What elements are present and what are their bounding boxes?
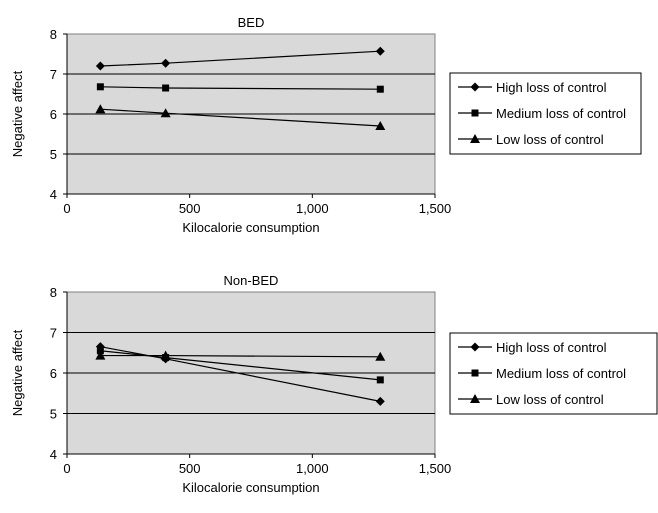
data-point-square (376, 376, 384, 384)
legend-marker-square (471, 109, 479, 117)
x-tick-label: 1,500 (419, 201, 452, 216)
series-triangle (95, 104, 386, 130)
legend-marker-diamond (470, 82, 480, 92)
y-axis-title: Negative affect (10, 329, 25, 416)
y-tick-label: 7 (50, 67, 57, 82)
y-tick-label: 6 (50, 107, 57, 122)
y-tick-label: 5 (50, 147, 57, 162)
data-point-diamond (375, 396, 385, 406)
series-triangle (95, 350, 386, 361)
data-point-diamond (161, 58, 171, 68)
legend-label: Medium loss of control (496, 106, 626, 121)
data-point-square (376, 85, 384, 93)
x-tick-label: 1,000 (296, 461, 329, 476)
legend-label: High loss of control (496, 340, 607, 355)
data-point-square (162, 84, 170, 92)
x-tick-label: 1,500 (419, 461, 452, 476)
chart-title: BED (238, 15, 265, 30)
x-tick-label: 0 (63, 461, 70, 476)
chart-title: Non-BED (224, 273, 279, 288)
series-diamond (95, 46, 385, 71)
data-point-triangle (160, 108, 171, 118)
legend-label: Low loss of control (496, 392, 604, 407)
data-point-triangle (95, 350, 106, 360)
y-tick-label: 4 (50, 447, 57, 462)
series-square (96, 83, 384, 93)
x-tick-label: 1,000 (296, 201, 329, 216)
y-tick-label: 8 (50, 285, 57, 300)
x-tick-label: 500 (179, 201, 201, 216)
data-point-square (96, 83, 104, 91)
y-tick-label: 6 (50, 366, 57, 381)
legend-marker-diamond (470, 342, 480, 352)
chart-2: 4 5 6 7 8 0 500 1,000 1,500 Non-BED Kilocalorie co… (10, 273, 658, 495)
data-point-triangle (375, 351, 386, 361)
y-tick-label: 5 (50, 407, 57, 422)
y-tick-label: 7 (50, 326, 57, 341)
y-axis-title: Negative affect (10, 70, 25, 157)
y-tick-label: 4 (50, 187, 57, 202)
legend-label: High loss of control (496, 80, 607, 95)
data-point-diamond (95, 61, 105, 71)
legend-label: Medium loss of control (496, 366, 626, 381)
legend: High loss of control Medium loss of contr… (449, 72, 642, 155)
x-tick-label: 0 (63, 201, 70, 216)
data-point-triangle (375, 121, 386, 130)
legend-marker-triangle (470, 394, 480, 403)
legend: High loss of control Medium loss of contr… (449, 332, 658, 415)
y-tick-label: 8 (50, 27, 57, 42)
data-point-triangle (160, 350, 171, 360)
x-axis-title: Kilocalorie consumption (182, 480, 319, 495)
data-point-diamond (375, 46, 385, 56)
legend-label: Low loss of control (496, 132, 604, 147)
chart-1: 4 5 6 7 8 0 500 1,000 1,500 BED Kilocalorie consum… (10, 15, 642, 235)
x-axis-title: Kilocalorie consumption (182, 220, 319, 235)
legend-marker-square (471, 369, 479, 377)
data-point-triangle (95, 104, 106, 114)
legend-marker-triangle (470, 134, 480, 143)
x-tick-label: 500 (179, 461, 201, 476)
